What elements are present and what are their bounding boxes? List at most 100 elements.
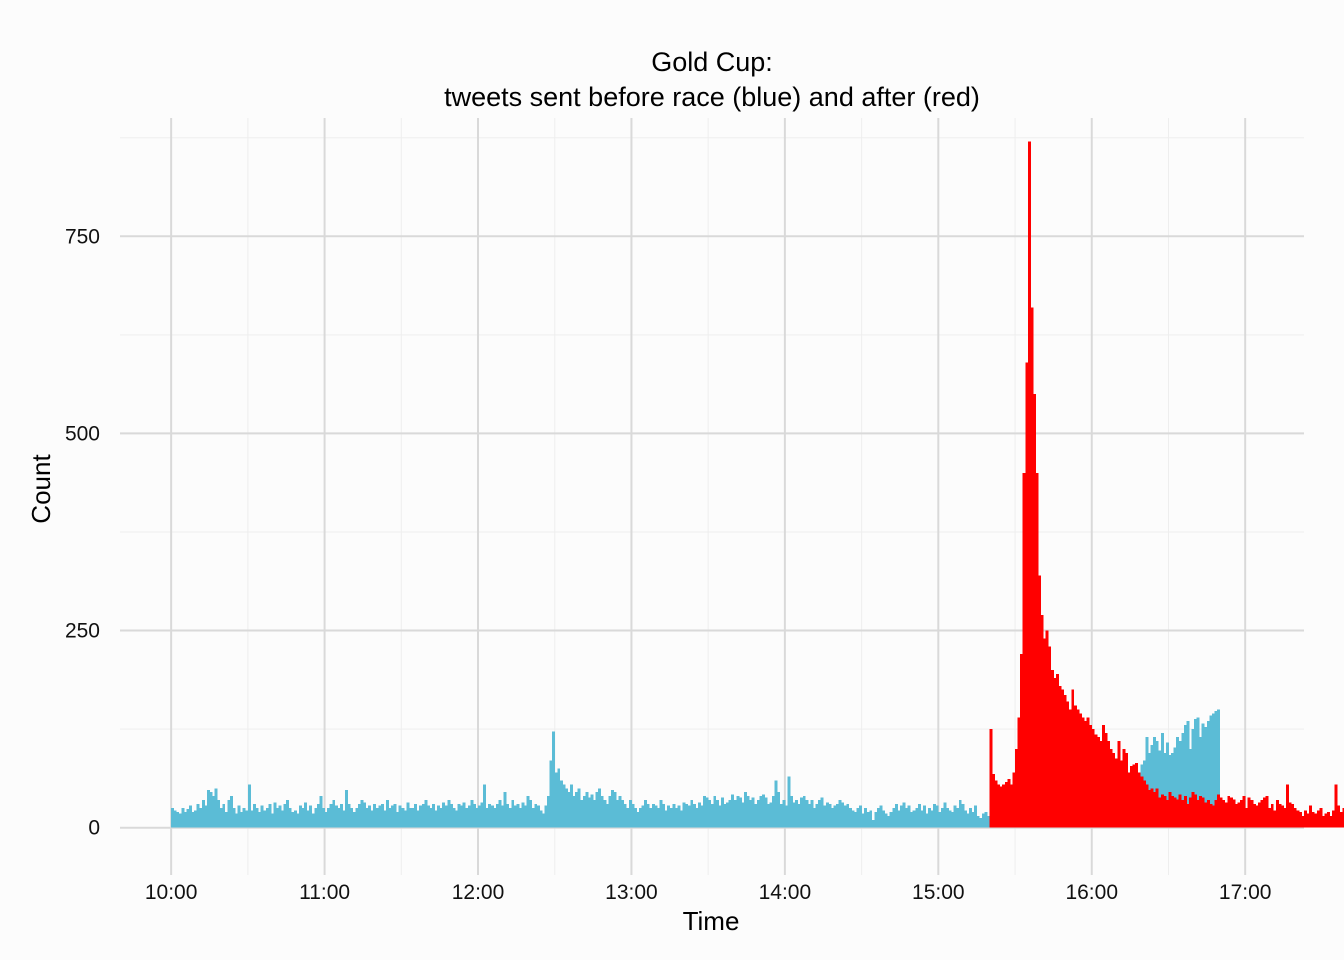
histogram-bar	[626, 807, 630, 828]
histogram-bar	[293, 810, 297, 828]
histogram-bar	[1035, 472, 1039, 828]
histogram-bar	[1188, 748, 1192, 828]
histogram-bar	[948, 810, 952, 828]
histogram-bar	[194, 810, 198, 828]
histogram-bar	[674, 807, 678, 828]
histogram-bar	[375, 807, 379, 828]
histogram-bar	[306, 810, 310, 828]
histogram-bar	[268, 804, 272, 828]
histogram-bar	[324, 811, 328, 828]
histogram-bar	[1119, 760, 1123, 828]
histogram-bar	[1127, 772, 1131, 828]
histogram-bar	[368, 805, 372, 828]
histogram-bar	[1178, 740, 1182, 828]
histogram-bar	[807, 804, 811, 828]
histogram-bar	[869, 810, 873, 828]
histogram-bar	[897, 810, 901, 828]
histogram-bar	[1224, 802, 1228, 828]
histogram-bar	[541, 813, 545, 828]
histogram-bar	[644, 800, 648, 828]
histogram-bar	[183, 811, 187, 828]
histogram-bar	[490, 805, 494, 828]
histogram-bar	[503, 792, 507, 828]
histogram-bar	[419, 805, 423, 828]
histogram-bar	[1155, 788, 1159, 828]
x-tick-label: 13:00	[605, 881, 658, 904]
histogram-bar	[1094, 734, 1098, 828]
histogram-bar	[887, 815, 891, 828]
histogram-bar	[795, 800, 799, 828]
histogram-bar	[255, 807, 259, 828]
histogram-bar	[362, 802, 366, 828]
histogram-bar	[590, 794, 594, 828]
histogram-bar	[1327, 811, 1330, 828]
histogram-bar	[1007, 778, 1011, 828]
histogram-bar	[1091, 729, 1095, 828]
histogram-bar	[1301, 815, 1305, 828]
histogram-bar	[992, 774, 995, 828]
histogram-bar	[1178, 794, 1182, 828]
histogram-bar	[703, 796, 707, 828]
histogram-bar	[746, 796, 750, 828]
histogram-bar	[408, 807, 412, 828]
histogram-bar	[902, 802, 906, 828]
histogram-bar	[1334, 784, 1338, 828]
histogram-bar	[460, 805, 464, 828]
histogram-bar	[933, 804, 937, 828]
histogram-bar	[1186, 721, 1190, 828]
histogram-bar	[769, 802, 773, 828]
x-tick-label: 12:00	[452, 881, 505, 904]
histogram-bar	[843, 805, 847, 828]
chart-subtitle: tweets sent before race (blue) and after…	[444, 82, 980, 112]
histogram-bar	[1291, 804, 1295, 828]
histogram-bar	[1142, 780, 1146, 828]
histogram-bar	[646, 804, 650, 828]
histogram-bar	[224, 811, 228, 828]
histogram-bar	[882, 810, 886, 828]
histogram-bar	[610, 789, 614, 828]
histogram-bar	[741, 802, 745, 828]
histogram-bar	[250, 810, 254, 828]
histogram-bar	[1038, 575, 1042, 828]
histogram-bar	[1122, 748, 1126, 828]
histogram-bar	[1076, 709, 1080, 828]
histogram-bar	[621, 800, 625, 828]
histogram-bar	[350, 807, 354, 828]
histogram-bar	[1196, 717, 1200, 828]
histogram-bar	[232, 807, 236, 828]
histogram-bar	[802, 796, 806, 828]
histogram-bar	[1015, 748, 1018, 828]
histogram-bar	[1332, 810, 1336, 828]
histogram-bar	[1158, 797, 1162, 828]
histogram-bar	[388, 807, 392, 828]
histogram-bar	[1040, 614, 1044, 828]
histogram-bar	[380, 804, 384, 828]
histogram-bar	[1191, 792, 1195, 828]
histogram-bar	[373, 804, 377, 828]
histogram-bar	[411, 807, 415, 828]
histogram-bar	[848, 807, 852, 828]
histogram-bar	[442, 802, 446, 828]
histogram-bar	[406, 802, 410, 828]
histogram-bar	[792, 802, 796, 828]
histogram-bar	[917, 804, 921, 828]
histogram-bar	[1053, 677, 1057, 828]
histogram-bar	[1020, 654, 1024, 828]
histogram-bar	[582, 796, 586, 828]
histogram-bar	[439, 807, 443, 828]
histogram-bar	[240, 811, 244, 828]
histogram-bar	[628, 800, 632, 828]
histogram-bar	[718, 805, 722, 828]
histogram-bar	[332, 800, 336, 828]
histogram-bar	[1219, 797, 1223, 828]
histogram-bar	[1081, 717, 1085, 828]
histogram-bar	[370, 810, 374, 828]
histogram-bar	[892, 807, 896, 828]
histogram-bar	[483, 784, 487, 828]
histogram-bar	[657, 807, 660, 828]
histogram-bar	[378, 805, 382, 828]
histogram-bar	[1140, 776, 1144, 828]
histogram-bar	[186, 808, 190, 828]
histogram-bar	[641, 805, 645, 828]
histogram-bar	[935, 805, 939, 828]
